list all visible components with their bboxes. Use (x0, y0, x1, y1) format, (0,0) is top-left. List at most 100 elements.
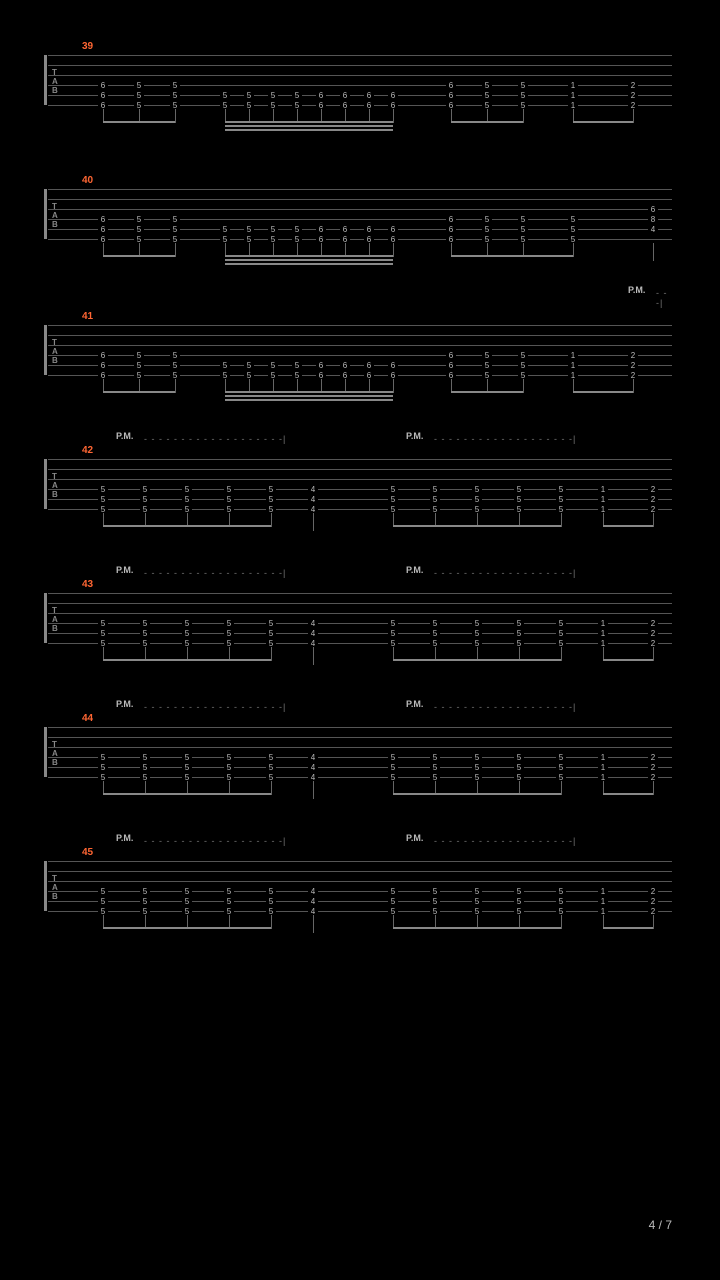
fret-number (628, 51, 638, 61)
fret-number: 5 (140, 753, 150, 763)
fret-number (430, 455, 440, 465)
fret-column: 55 (220, 321, 230, 381)
fret-column: 555 (388, 723, 398, 783)
fret-number (648, 455, 658, 465)
fret-number (388, 877, 398, 887)
staff-bracket (44, 459, 47, 509)
fret-number: 5 (268, 361, 278, 371)
fret-column: 66 (388, 51, 398, 111)
fret-number (648, 857, 658, 867)
measure-number: 39 (82, 41, 93, 52)
fret-number (430, 475, 440, 485)
fret-number (568, 195, 578, 205)
fret-number (556, 589, 566, 599)
fret-column: 555 (140, 455, 150, 515)
fret-number (98, 71, 108, 81)
fret-number (430, 743, 440, 753)
fret-number (568, 321, 578, 331)
fret-number (98, 589, 108, 599)
fret-number (224, 743, 234, 753)
note-stem (573, 243, 574, 257)
fret-number (308, 857, 318, 867)
fret-number (134, 341, 144, 351)
fret-number (266, 589, 276, 599)
measure-number: 44 (82, 713, 93, 724)
fret-number: 6 (98, 351, 108, 361)
fret-number (388, 71, 398, 81)
fret-column: 555 (430, 723, 440, 783)
fret-column: 555 (224, 589, 234, 649)
fret-number: 2 (648, 753, 658, 763)
fret-number: 5 (430, 495, 440, 505)
fret-number (182, 599, 192, 609)
fret-number (266, 743, 276, 753)
fret-number (518, 331, 528, 341)
fret-number (648, 185, 658, 195)
beam-area (48, 513, 672, 537)
fret-number (182, 475, 192, 485)
fret-number (472, 743, 482, 753)
tab-clef: TAB (52, 731, 58, 767)
fret-number: 6 (98, 81, 108, 91)
fret-number (244, 81, 254, 91)
staff-bracket (44, 189, 47, 239)
fret-column: 555 (568, 185, 578, 245)
fret-number (430, 609, 440, 619)
fret-number (134, 51, 144, 61)
fret-number: 5 (98, 619, 108, 629)
fret-number (170, 341, 180, 351)
fret-column: 555 (472, 723, 482, 783)
beam-line (573, 391, 633, 393)
fret-number (316, 61, 326, 71)
fret-number (514, 723, 524, 733)
fret-number (220, 71, 230, 81)
fret-number: 5 (98, 485, 108, 495)
fret-number (266, 465, 276, 475)
fret-number: 5 (268, 91, 278, 101)
palm-mute-extent: - - - - - - - - - - - - - - - - - - -| (434, 568, 576, 578)
fret-number: 5 (182, 753, 192, 763)
fret-number (556, 877, 566, 887)
fret-number: 1 (598, 763, 608, 773)
palm-mute-extent: - - - - - - - - - - - - - - - - - - -| (144, 836, 286, 846)
fret-column: 555 (182, 723, 192, 783)
note-stem (561, 647, 562, 661)
fret-column: 444 (308, 455, 318, 515)
fret-number (316, 321, 326, 331)
fret-number (364, 341, 374, 351)
fret-number: 5 (98, 753, 108, 763)
fret-number (244, 215, 254, 225)
fret-number (292, 71, 302, 81)
beam-line (225, 125, 393, 127)
fret-number (388, 195, 398, 205)
fret-number: 5 (292, 361, 302, 371)
fret-number: 6 (446, 361, 456, 371)
beam-line (103, 793, 271, 795)
fret-number: 2 (628, 361, 638, 371)
fret-number: 4 (308, 485, 318, 495)
fret-number (266, 723, 276, 733)
fret-number (388, 589, 398, 599)
fret-number: 5 (430, 619, 440, 629)
fret-number (518, 185, 528, 195)
fret-number: 1 (568, 351, 578, 361)
fret-number: 5 (224, 763, 234, 773)
fret-number (244, 185, 254, 195)
fret-number: 6 (316, 361, 326, 371)
fret-number (340, 331, 350, 341)
fret-number (628, 71, 638, 81)
fret-number: 6 (340, 225, 350, 235)
palm-mute-label: P.M. (116, 699, 133, 709)
fret-number (98, 609, 108, 619)
note-stem (393, 109, 394, 123)
note-stem (271, 647, 272, 661)
fret-number (364, 185, 374, 195)
fret-number: 4 (308, 629, 318, 639)
fret-number: 5 (292, 91, 302, 101)
fret-number (556, 733, 566, 743)
fret-column: 555 (472, 589, 482, 649)
fret-number: 5 (220, 225, 230, 235)
fret-number (140, 465, 150, 475)
measure-block: 40TAB66655555555555555666666666665555555… (48, 189, 672, 305)
fret-column: 66 (364, 321, 374, 381)
